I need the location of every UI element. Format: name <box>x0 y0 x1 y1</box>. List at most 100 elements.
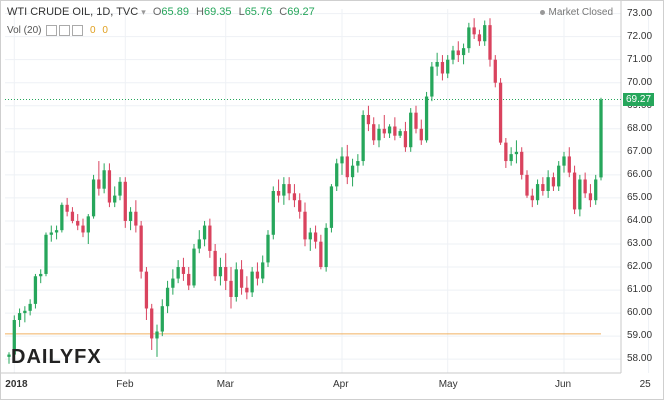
candle-body <box>150 308 154 339</box>
hide-icon[interactable] <box>59 25 71 36</box>
candle-body <box>393 126 397 136</box>
candle-body <box>583 179 587 194</box>
volume-indicator: Vol (20) 0 0 <box>7 25 108 36</box>
candle-body <box>160 306 164 332</box>
symbol-label: WTI CRUDE OIL, 1D, TVC <box>7 6 139 18</box>
y-tick-label: 72.00 <box>627 30 653 42</box>
x-tick-label: Feb <box>116 379 134 390</box>
y-tick-label: 58.00 <box>627 353 653 365</box>
low-value: 65.76 <box>244 6 273 18</box>
x-tick-label: Mar <box>216 379 234 390</box>
candle-body <box>54 230 59 233</box>
x-tick-label: 2018 <box>5 379 28 390</box>
candle-body <box>165 287 170 307</box>
candle-body <box>345 156 349 178</box>
candle-body <box>171 278 175 288</box>
candle-body <box>187 273 191 286</box>
open-label: O <box>152 6 162 18</box>
candle-body <box>578 179 582 210</box>
candle-body <box>91 179 96 217</box>
candle-body <box>239 269 244 288</box>
candle-body <box>44 234 48 274</box>
y-tick-label: 70.00 <box>627 76 653 88</box>
y-tick-label: 59.00 <box>627 330 653 342</box>
candle-body <box>520 151 524 175</box>
candle-body <box>498 82 503 143</box>
candle-body <box>139 225 143 272</box>
high-value: 69.35 <box>203 6 232 18</box>
candle-body <box>414 112 418 129</box>
candle-body <box>65 204 69 212</box>
candle-body <box>409 112 413 148</box>
candle-body <box>282 184 286 196</box>
y-tick-label: 68.00 <box>627 122 653 134</box>
candle-body <box>7 354 11 357</box>
candle-body <box>107 170 112 203</box>
close-icon[interactable] <box>72 25 84 36</box>
x-tick-label: 25 <box>639 379 651 390</box>
candle-body <box>292 193 297 201</box>
candle-body <box>287 184 291 194</box>
candle-body <box>229 280 233 297</box>
candle-body <box>86 216 90 233</box>
candle-body <box>17 313 22 321</box>
close-label: C <box>279 6 288 18</box>
candle-body <box>541 184 545 191</box>
dailyfx-logo: DAILYFX <box>11 346 102 368</box>
candle-body <box>208 225 212 251</box>
y-tick-label: 62.00 <box>627 261 653 273</box>
candle-body <box>488 25 492 60</box>
x-tick-label: Jun <box>555 379 572 390</box>
candle-body <box>266 234 270 263</box>
volume-value-2: 0 <box>102 25 108 37</box>
settings-icon[interactable] <box>46 25 58 36</box>
candle-body <box>271 191 275 235</box>
candle-body <box>97 179 101 189</box>
candle-body <box>134 211 138 226</box>
candle-body <box>118 181 122 196</box>
candle-body <box>356 161 360 166</box>
volume-value-1: 0 <box>90 25 96 37</box>
candle-body <box>382 128 386 134</box>
candle-body <box>102 170 106 189</box>
candle-body <box>261 262 265 279</box>
candle-body <box>76 220 80 226</box>
candle-body <box>599 99 603 178</box>
candle-body <box>202 225 207 240</box>
x-tick-label: May <box>438 379 458 390</box>
candle-body <box>113 195 117 203</box>
high-label: H <box>196 6 204 18</box>
y-tick-label: 66.00 <box>627 168 653 180</box>
candle-body <box>176 267 180 279</box>
candle-body <box>525 174 529 196</box>
market-status-text: Market Closed <box>548 7 613 18</box>
candle-body <box>372 124 376 141</box>
candle-body <box>39 273 43 277</box>
candle-body <box>387 126 392 134</box>
candle-body <box>213 250 217 277</box>
candle-body <box>535 184 540 201</box>
y-tick-label: 67.00 <box>627 145 653 157</box>
chevron-down-icon[interactable]: ▾ <box>141 7 146 17</box>
candle-body <box>588 193 593 201</box>
candle-body <box>572 172 577 210</box>
candle-body <box>377 128 381 141</box>
y-tick-label: 64.00 <box>627 214 653 226</box>
candle-body <box>546 177 550 191</box>
candle-body <box>446 59 450 74</box>
low-label: L <box>238 6 245 18</box>
candle-body <box>335 163 339 187</box>
candle-body <box>430 66 434 97</box>
y-tick-label: 63.00 <box>627 237 653 249</box>
y-tick-label: 61.00 <box>627 284 653 296</box>
candle-body <box>255 271 260 279</box>
candle-body <box>70 211 75 221</box>
candle-body <box>483 25 487 42</box>
candle-body <box>308 232 312 240</box>
candle-body <box>303 211 307 240</box>
open-value: 65.89 <box>161 6 189 18</box>
candle-body <box>435 61 439 67</box>
candle-body <box>403 131 408 148</box>
